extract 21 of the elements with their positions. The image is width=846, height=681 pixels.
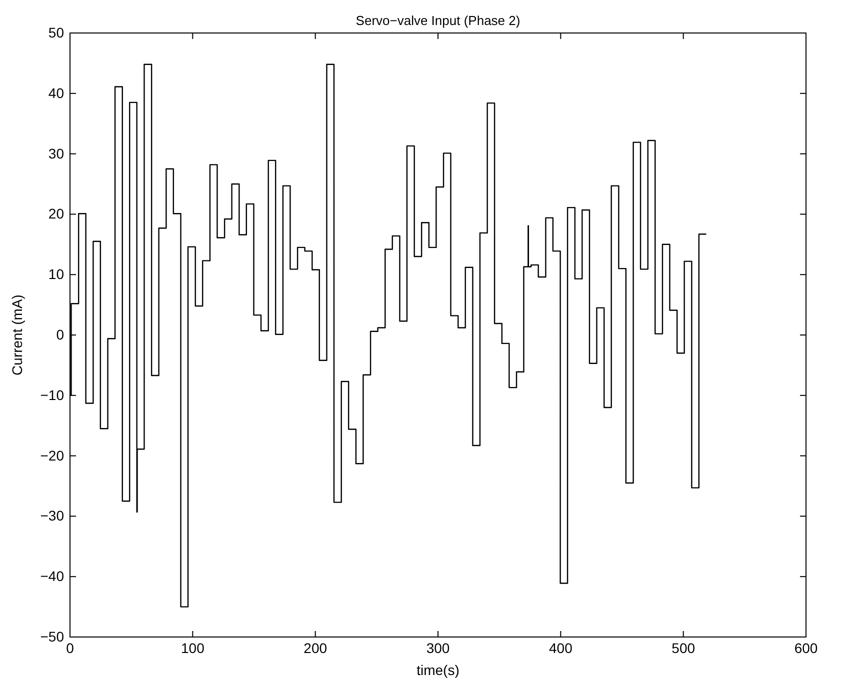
x-tick-label: 400 [548,640,573,656]
y-axis-title: Current (mA) [9,294,25,376]
y-tick-label: 0 [56,326,64,342]
y-tick-label: −10 [40,386,64,403]
x-tick-label: 0 [66,640,74,656]
x-tick-label: 200 [304,640,328,656]
x-tick-label: 600 [794,640,818,656]
y-tick-label: 50 [48,24,64,40]
y-tick-label: −20 [40,447,64,464]
y-tick-label: −50 [40,628,64,644]
y-tick-label: 20 [48,206,64,222]
chart-title: Servo−valve Input (Phase 2) [356,13,520,28]
y-tick-label: 10 [48,266,64,282]
x-axis-title: time(s) [416,662,460,678]
y-tick-label: −40 [40,568,64,584]
y-tick-label: −30 [40,508,64,524]
y-tick-label: 40 [48,84,64,101]
y-tick-label: 30 [48,145,64,162]
x-tick-label: 100 [180,640,205,656]
x-tick-label: 300 [426,640,450,656]
x-tick-label: 500 [672,640,696,656]
